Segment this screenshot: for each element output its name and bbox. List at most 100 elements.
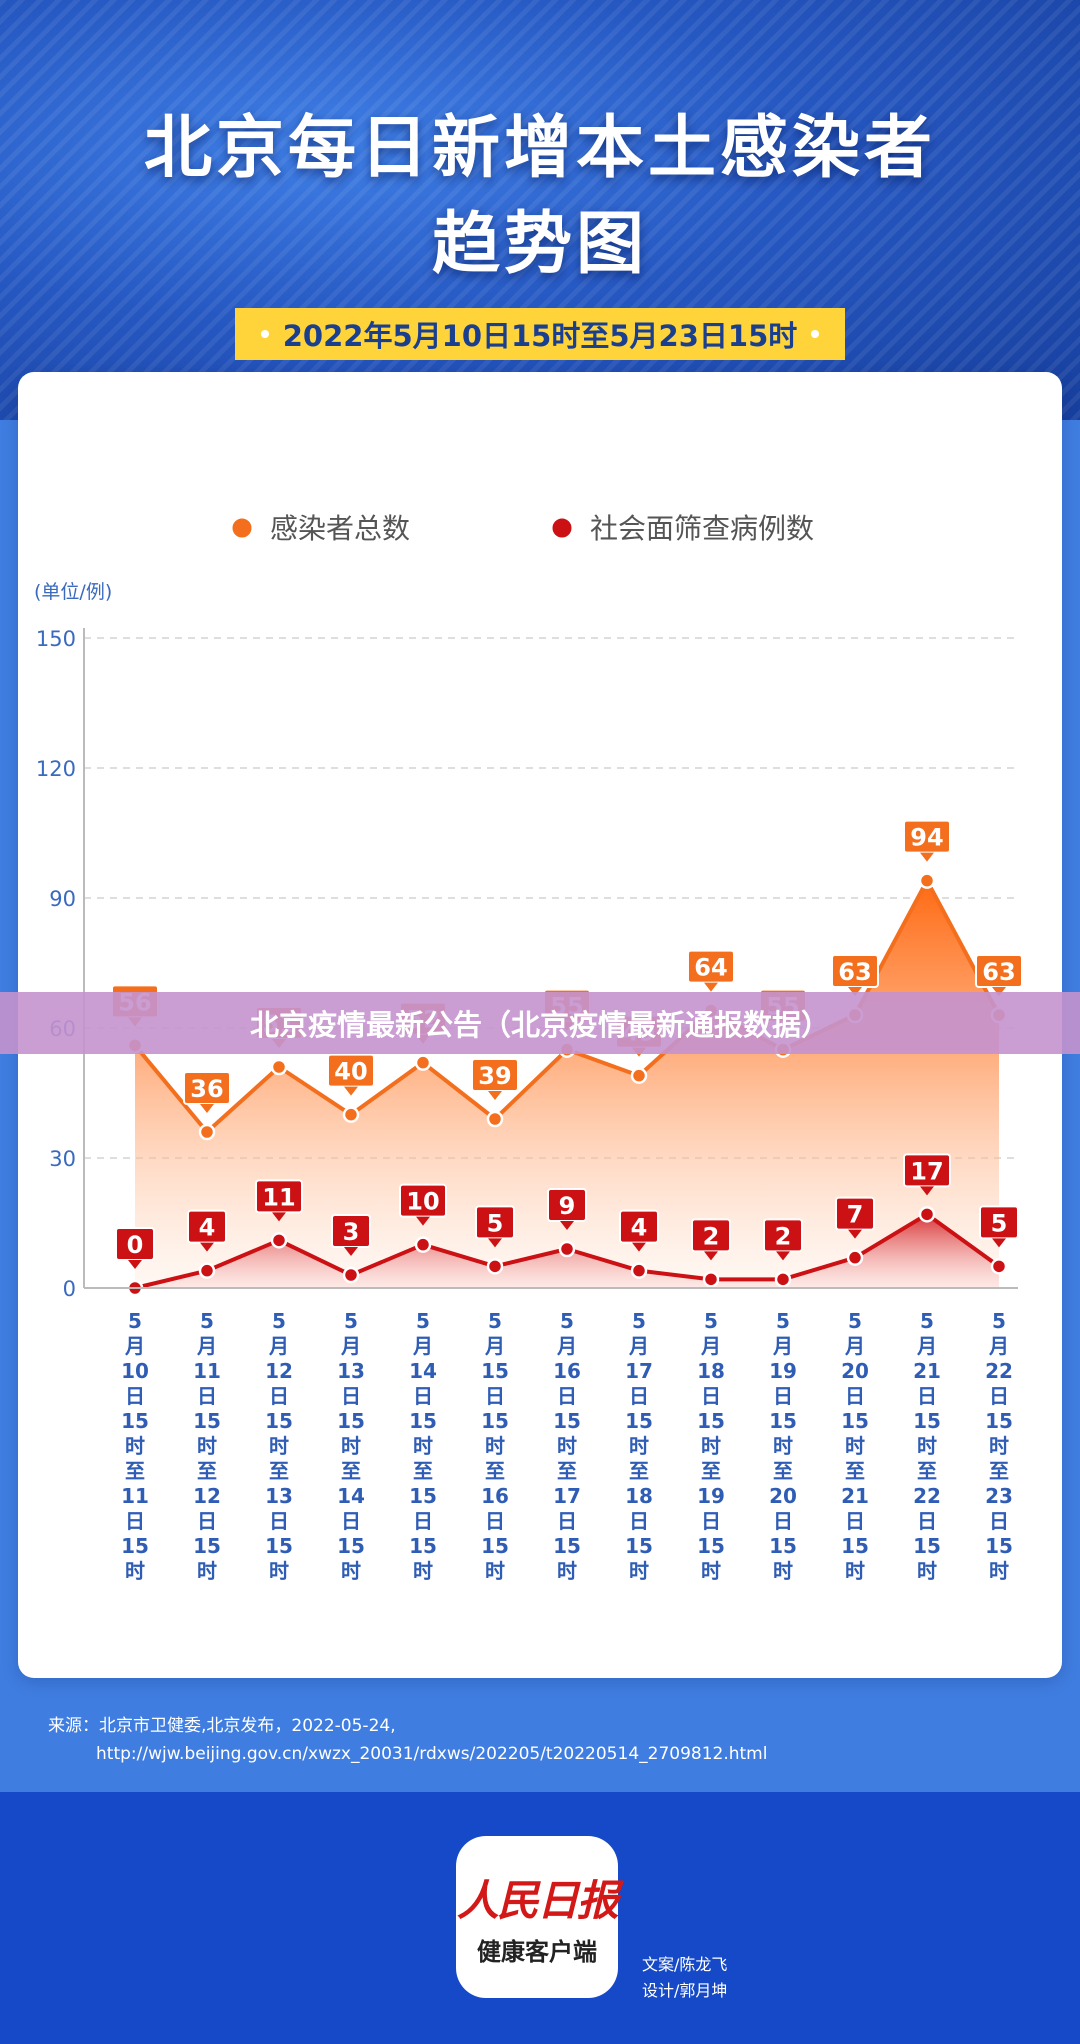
credits: 文案/陈龙飞 设计/郭月坤 xyxy=(642,1952,727,2004)
y-tick-label: 30 xyxy=(49,1147,76,1171)
y-axis-label: (单位/例) xyxy=(34,581,112,603)
data-label: 40 xyxy=(327,1053,375,1096)
x-tick-label: 5 月 10 日 15 时至 11 日 15 时 xyxy=(121,1309,149,1583)
svg-text:63: 63 xyxy=(982,958,1015,986)
svg-text:3: 3 xyxy=(343,1218,360,1246)
data-label: 4 xyxy=(619,1209,659,1252)
overlay-caption-banner: 北京疫情最新公告（北京疫情最新通报数据） xyxy=(0,992,1080,1054)
data-label: 5 xyxy=(979,1205,1019,1248)
data-label: 9 xyxy=(547,1188,587,1230)
svg-text:17: 17 xyxy=(910,1157,943,1185)
chart-card: 5636514052395549645563946304113105942271… xyxy=(18,372,1062,1678)
svg-text:2: 2 xyxy=(703,1222,720,1250)
svg-text:0: 0 xyxy=(127,1231,144,1259)
legend-label: 社会面筛查病例数 xyxy=(590,512,814,545)
data-point xyxy=(198,1262,216,1279)
publisher-logo: 人民日报 健康客户端 xyxy=(456,1836,619,1998)
data-label: 3 xyxy=(331,1214,371,1256)
data-label: 17 xyxy=(903,1153,951,1196)
svg-text:64: 64 xyxy=(694,954,727,982)
data-point xyxy=(198,1123,216,1141)
data-label: 94 xyxy=(903,819,951,862)
credit-writer: 文案/陈龙飞 xyxy=(642,1955,728,1974)
data-point xyxy=(342,1106,360,1123)
data-point xyxy=(630,1067,648,1084)
page-title-line1: 北京每日新增本土感染者 xyxy=(143,109,936,188)
legend-marker xyxy=(229,515,255,541)
svg-text:5: 5 xyxy=(991,1209,1008,1237)
x-tick-label: 5 月 22 日 15 时至 23 日 15 时 xyxy=(985,1309,1013,1583)
data-label: 63 xyxy=(975,954,1023,996)
source-line1: 来源：北京市卫健委,北京发布，2022-05-24, xyxy=(48,1716,396,1736)
x-tick-label: 5 月 12 日 15 时至 13 日 15 时 xyxy=(265,1309,293,1583)
x-tick-label: 5 月 14 日 15 时至 15 日 15 时 xyxy=(409,1309,437,1583)
data-point xyxy=(486,1110,504,1128)
svg-text:2: 2 xyxy=(775,1222,792,1250)
logo-calligraphy: 人民日报 xyxy=(456,1876,619,1925)
x-tick-label: 5 月 21 日 15 时至 22 日 15 时 xyxy=(913,1309,941,1583)
x-tick-label: 5 月 19 日 15 时至 20 日 15 时 xyxy=(769,1309,797,1583)
data-point xyxy=(342,1266,360,1284)
date-range-text: 2022年5月10日15时至5月23日15时 xyxy=(282,319,798,353)
data-label: 7 xyxy=(835,1196,875,1239)
x-tick-label: 5 月 20 日 15 时至 21 日 15 时 xyxy=(841,1309,869,1583)
data-point xyxy=(774,1271,792,1288)
data-label: 0 xyxy=(115,1227,155,1269)
data-label: 10 xyxy=(399,1183,447,1226)
footer: 人民日报 健康客户端 文案/陈龙飞 设计/郭月坤 xyxy=(0,1792,1080,2044)
data-label: 11 xyxy=(255,1179,303,1222)
y-tick-label: 120 xyxy=(36,757,76,781)
data-point xyxy=(414,1054,432,1071)
source-note: 来源：北京市卫健委,北京发布，2022-05-24, http://wjw.be… xyxy=(48,1712,767,1768)
date-range-banner: 2022年5月10日15时至5月23日15时 xyxy=(235,308,845,360)
x-tick-label: 5 月 11 日 15 时至 12 日 15 时 xyxy=(193,1309,221,1583)
data-label: 5 xyxy=(475,1205,515,1248)
legend-label: 感染者总数 xyxy=(270,512,410,545)
credit-design: 设计/郭月坤 xyxy=(642,1981,728,2000)
y-tick-label: 150 xyxy=(36,627,76,651)
y-tick-label: 0 xyxy=(63,1277,76,1301)
x-tick-label: 5 月 16 日 15 时至 17 日 15 时 xyxy=(553,1309,581,1583)
data-label: 64 xyxy=(687,949,735,992)
svg-text:63: 63 xyxy=(838,958,871,986)
data-point xyxy=(270,1058,288,1076)
data-point xyxy=(630,1262,648,1279)
data-label: 4 xyxy=(187,1209,227,1252)
svg-text:4: 4 xyxy=(631,1214,648,1242)
series-area xyxy=(135,880,999,1288)
svg-text:94: 94 xyxy=(910,824,943,852)
data-point xyxy=(918,1206,936,1223)
data-label: 2 xyxy=(763,1218,803,1261)
legend-marker xyxy=(549,515,575,541)
data-point xyxy=(270,1232,288,1249)
data-point xyxy=(990,1258,1008,1275)
svg-text:10: 10 xyxy=(406,1188,439,1216)
svg-text:11: 11 xyxy=(262,1183,295,1211)
page-title-line2: 趋势图 xyxy=(431,205,648,284)
logo-subtitle: 健康客户端 xyxy=(477,1938,597,1966)
data-label: 63 xyxy=(831,954,879,996)
data-label: 39 xyxy=(471,1058,519,1100)
x-tick-label: 5 月 17 日 15 时至 18 日 15 时 xyxy=(625,1309,653,1583)
data-point xyxy=(702,1271,720,1288)
x-tick-label: 5 月 18 日 15 时至 19 日 15 时 xyxy=(697,1309,725,1583)
data-label: 36 xyxy=(183,1071,231,1113)
y-tick-label: 90 xyxy=(49,887,76,911)
data-point xyxy=(414,1236,432,1253)
bullet-dot xyxy=(811,330,820,338)
data-point xyxy=(918,872,936,889)
svg-text:36: 36 xyxy=(190,1075,223,1103)
svg-text:4: 4 xyxy=(199,1214,216,1242)
x-tick-label: 5 月 13 日 15 时至 14 日 15 时 xyxy=(337,1309,365,1583)
svg-text:7: 7 xyxy=(847,1201,864,1229)
x-tick-label: 5 月 15 日 15 时至 16 日 15 时 xyxy=(481,1309,509,1583)
svg-text:39: 39 xyxy=(478,1062,511,1090)
svg-text:9: 9 xyxy=(559,1192,576,1220)
source-url: http://wjw.beijing.gov.cn/xwzx_20031/rdx… xyxy=(96,1744,768,1764)
data-point xyxy=(486,1258,504,1275)
svg-text:5: 5 xyxy=(487,1209,504,1237)
data-point xyxy=(558,1240,576,1258)
bullet-dot xyxy=(260,330,269,338)
data-label: 2 xyxy=(691,1218,731,1261)
svg-text:40: 40 xyxy=(334,1058,367,1086)
